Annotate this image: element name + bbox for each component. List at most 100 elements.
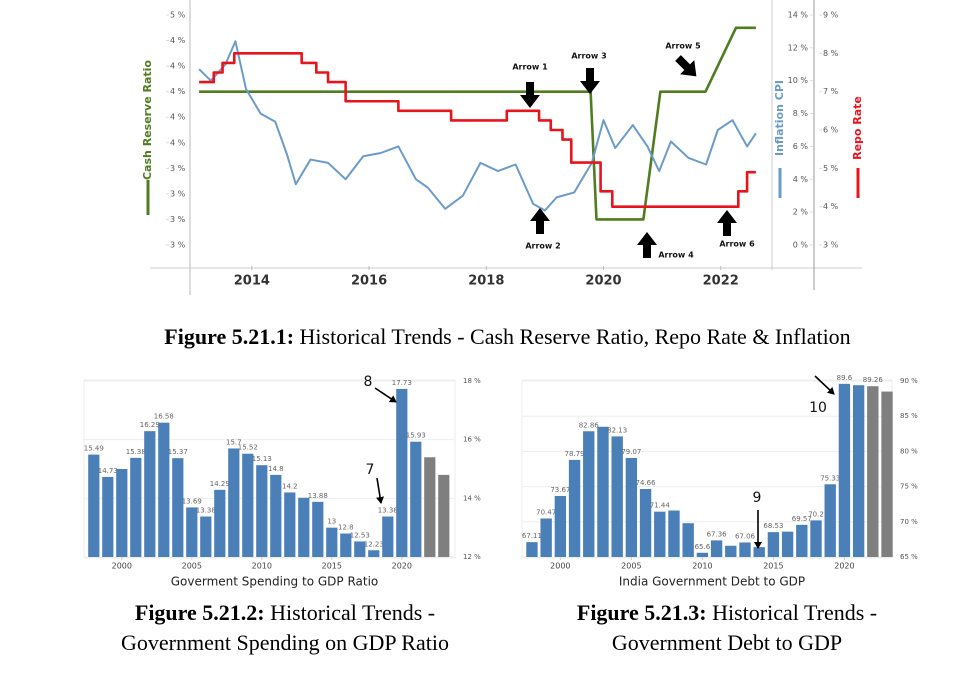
bar: [186, 507, 198, 557]
data-label: 15.7: [226, 438, 242, 446]
caption-text: Historical Trends - Government Debt to G…: [611, 600, 878, 655]
arrow: [814, 375, 835, 395]
x-tick-label: 2020: [392, 562, 412, 571]
data-label: 82.86: [579, 421, 600, 429]
y-tick-label: 6 %: [823, 126, 839, 135]
data-label: 15.52: [238, 444, 258, 452]
bar: [838, 383, 851, 557]
data-label: 15.93: [406, 432, 426, 440]
bar: [554, 495, 567, 557]
data-label: 69.57: [792, 515, 812, 523]
bar: [583, 431, 595, 557]
arrow: [675, 55, 697, 77]
bar: [881, 391, 893, 557]
bar: [625, 457, 638, 557]
data-label: 15.38: [126, 448, 146, 456]
data-label: 13.88: [308, 492, 328, 500]
bar: [284, 492, 296, 557]
annotation: Arrow 2: [525, 242, 560, 251]
data-label: 15.37: [168, 448, 188, 456]
data-label: 67.11: [522, 532, 542, 540]
data-label: 13.38: [378, 507, 398, 515]
y-tick-label: 6 %: [793, 142, 809, 151]
x-tick-label: 2010: [252, 562, 272, 571]
y-tick-label: 14 %: [788, 11, 809, 20]
caption: Figure 5.21.1: Historical Trends - Cash …: [40, 322, 975, 352]
data-label: 67.36: [707, 530, 728, 538]
y-tick-label: 3 %: [170, 164, 186, 173]
annotation: 9: [753, 490, 762, 506]
bar: [172, 458, 184, 557]
axis-title: Cash Reserve Ratio: [141, 60, 154, 180]
y-tick-label: 0 %: [793, 241, 809, 250]
caption-number: Figure 5.21.1:: [164, 324, 295, 349]
bar: [228, 448, 240, 557]
y-tick-label: 4 %: [170, 36, 186, 45]
y-tick-label: 5 %: [823, 164, 839, 173]
data-label: 12.8: [338, 524, 354, 532]
y-tick-label: 3 %: [170, 241, 186, 250]
annotation: Arrow 1: [512, 63, 548, 72]
y-tick-label: 9 %: [823, 11, 839, 20]
data-label: 75.33: [820, 474, 840, 482]
bar: [144, 431, 156, 557]
bar: [668, 510, 680, 557]
data-label: 15.13: [252, 455, 272, 463]
arrow: [580, 68, 600, 94]
data-label: 70.2: [808, 510, 824, 518]
y-tick-label: 90 %: [900, 377, 918, 385]
y-tick-label: 10 %: [788, 76, 809, 85]
caption: Figure 5.21.3: Historical Trends - Gover…: [522, 598, 932, 658]
data-label: 73.67: [550, 486, 570, 494]
y-tick-label: 18 %: [463, 377, 481, 385]
annotation: Arrow 3: [571, 52, 606, 61]
bar: [424, 457, 436, 557]
y-tick-label: 80 %: [900, 447, 918, 455]
y-tick-label: 85 %: [900, 412, 918, 420]
bar: [852, 385, 865, 557]
arrow: [376, 477, 385, 504]
bar: [116, 469, 128, 557]
y-tick-label: 16 %: [463, 436, 481, 444]
y-tick-label: 8 %: [793, 109, 809, 118]
bar: [270, 474, 282, 557]
bar: [382, 516, 394, 557]
x-tick-label: 2014: [234, 274, 270, 289]
data-label: 78.79: [565, 450, 585, 458]
y-tick-label: 4 %: [170, 62, 186, 71]
data-label: 71.44: [650, 502, 671, 510]
data-line: [199, 52, 756, 208]
data-label: 16.29: [140, 421, 160, 429]
bar: [767, 532, 780, 557]
data-label: 74.66: [636, 479, 657, 487]
annotation: Arrow 6: [719, 240, 755, 249]
x-tick-label: 2000: [550, 562, 570, 571]
bar: [654, 511, 666, 557]
annotation: 8: [364, 374, 373, 390]
data-label: 89.26: [863, 376, 884, 384]
data-label: 89.6: [837, 374, 853, 382]
axis-title: Repo Rate: [851, 96, 864, 160]
y-tick-label: 4 %: [793, 175, 809, 184]
data-label: 13.69: [182, 497, 202, 505]
bar: [354, 541, 366, 557]
arrow: [530, 208, 550, 234]
bar: [410, 441, 422, 557]
x-tick-label: 2020: [585, 274, 621, 289]
data-label: 13: [327, 518, 336, 526]
y-tick-label: 65 %: [900, 553, 918, 561]
y-tick-label: 3 %: [170, 189, 186, 198]
bar: [639, 488, 652, 557]
x-tick-label: 2018: [468, 274, 504, 289]
bar: [298, 497, 310, 557]
bar: [158, 422, 170, 557]
y-tick-label: 5 %: [170, 11, 186, 20]
data-label: 16.58: [154, 413, 174, 421]
annotation: 10: [809, 400, 827, 416]
data-label: 79.07: [621, 448, 641, 456]
data-label: 14.2: [282, 482, 298, 490]
bar: [682, 523, 694, 557]
data-label: 82.13: [607, 426, 627, 434]
bar: [312, 501, 324, 557]
